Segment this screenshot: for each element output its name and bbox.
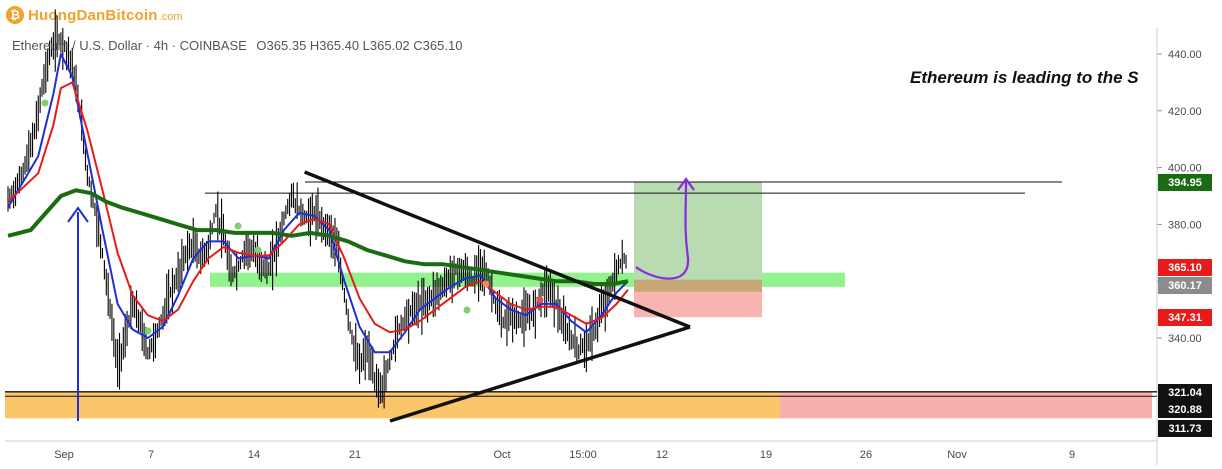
blue-arrow-head-icon	[67, 206, 89, 223]
purple-arrow-head-icon	[677, 177, 695, 191]
signal-dot	[536, 296, 544, 304]
x-tick-label: 19	[760, 449, 772, 461]
chart-header: Ethereum / U.S. Dollar · 4h · COINBASE O…	[12, 38, 462, 53]
plot-area[interactable]	[5, 28, 1152, 438]
price-tag	[1158, 420, 1212, 437]
price-tag	[1158, 384, 1212, 401]
bitcoin-logo-icon: ₿	[6, 6, 24, 24]
triangle-upper-trendline	[303, 170, 691, 329]
y-tick-label: 380.00	[1168, 219, 1202, 231]
x-tick-label: Oct	[493, 449, 510, 461]
price-tag-label: 365.10	[1168, 262, 1202, 274]
logo-domain: .com	[158, 10, 183, 23]
price-tag-label: 347.31	[1168, 312, 1202, 324]
x-tick-label: 15:00	[569, 449, 597, 461]
y-tick-label: 400.00	[1168, 163, 1202, 175]
ema-slow-line	[7, 188, 629, 286]
logo-brand: HuongDanBitcoin	[28, 6, 158, 24]
x-tick-label: Nov	[947, 449, 967, 461]
price-tag	[1158, 277, 1212, 294]
y-tick-label: 440.00	[1168, 49, 1202, 61]
brand-logo: ₿ HuongDanBitcoin .com	[6, 6, 183, 24]
price-tag-label: 320.88	[1168, 404, 1202, 416]
symbol-label: Ethereum / U.S. Dollar · 4h · COINBASE	[12, 38, 247, 53]
x-tick-label: 12	[656, 449, 668, 461]
price-tag-label: 394.95	[1168, 177, 1202, 189]
y-tick-label: 340.00	[1168, 333, 1202, 345]
x-tick-label: 26	[860, 449, 872, 461]
price-tag-label: 321.04	[1168, 387, 1203, 399]
x-tick-label: 7	[148, 449, 154, 461]
signal-dot	[144, 327, 152, 335]
price-tag	[1158, 401, 1212, 418]
x-tick-label: 14	[248, 449, 260, 461]
signal-dot	[41, 99, 49, 107]
signal-dot	[463, 306, 471, 314]
target-box	[634, 181, 762, 281]
ema-mid-line	[7, 81, 629, 334]
triangle-lower-trendline	[389, 325, 691, 423]
purple-arrow-path	[635, 181, 690, 280]
chart-annotation: Ethereum is leading to the S	[910, 68, 1139, 87]
x-tick-label: 21	[349, 449, 361, 461]
signal-dot	[234, 222, 242, 230]
x-tick-label: 9	[1069, 449, 1075, 461]
ema-fast-line	[7, 53, 629, 354]
ohlc-readout: O365.35 H365.40 L365.02 C365.10	[256, 38, 463, 53]
price-tag-label: 311.73	[1168, 423, 1201, 435]
price-tag-label: 360.17	[1168, 280, 1202, 292]
x-tick-label: Sep	[54, 449, 74, 461]
price-tag	[1158, 259, 1212, 276]
signal-dot	[254, 246, 262, 254]
price-tag	[1158, 174, 1212, 191]
price-tag	[1158, 309, 1212, 326]
signal-dot	[482, 280, 490, 288]
entry-overlap	[634, 279, 762, 292]
y-tick-label: 420.00	[1168, 106, 1202, 118]
